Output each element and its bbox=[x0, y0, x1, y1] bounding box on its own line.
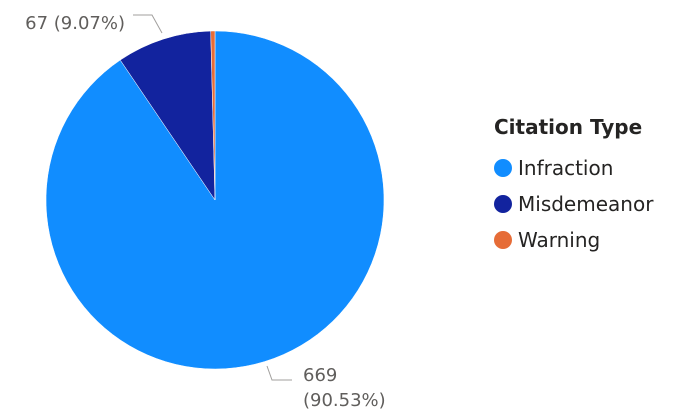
data-label-misdemeanor: 67 (9.07%) bbox=[25, 13, 125, 34]
data-label-infraction-percent: (90.53%) bbox=[303, 390, 386, 411]
legend-item-infraction[interactable]: Infraction bbox=[494, 150, 653, 186]
legend-label-misdemeanor: Misdemeanor bbox=[518, 192, 654, 216]
legend-label-infraction: Infraction bbox=[518, 156, 614, 180]
legend-marker-misdemeanor bbox=[494, 195, 512, 213]
legend-marker-infraction bbox=[494, 159, 512, 177]
legend-item-warning[interactable]: Warning bbox=[494, 222, 653, 258]
pie-slice-warning[interactable] bbox=[210, 30, 216, 201]
leader-line-misdemeanor bbox=[133, 14, 163, 34]
legend-title: Citation Type bbox=[494, 115, 643, 139]
legend-marker-warning bbox=[494, 231, 512, 249]
data-label-infraction-value: 669 bbox=[303, 365, 337, 386]
legend: Citation Type Infraction Misdemeanor War… bbox=[494, 112, 653, 258]
pie-slice-misdemeanor[interactable] bbox=[119, 30, 216, 201]
legend-label-warning: Warning bbox=[518, 228, 601, 252]
leader-line-infraction bbox=[266, 365, 292, 381]
legend-item-misdemeanor[interactable]: Misdemeanor bbox=[494, 186, 653, 222]
